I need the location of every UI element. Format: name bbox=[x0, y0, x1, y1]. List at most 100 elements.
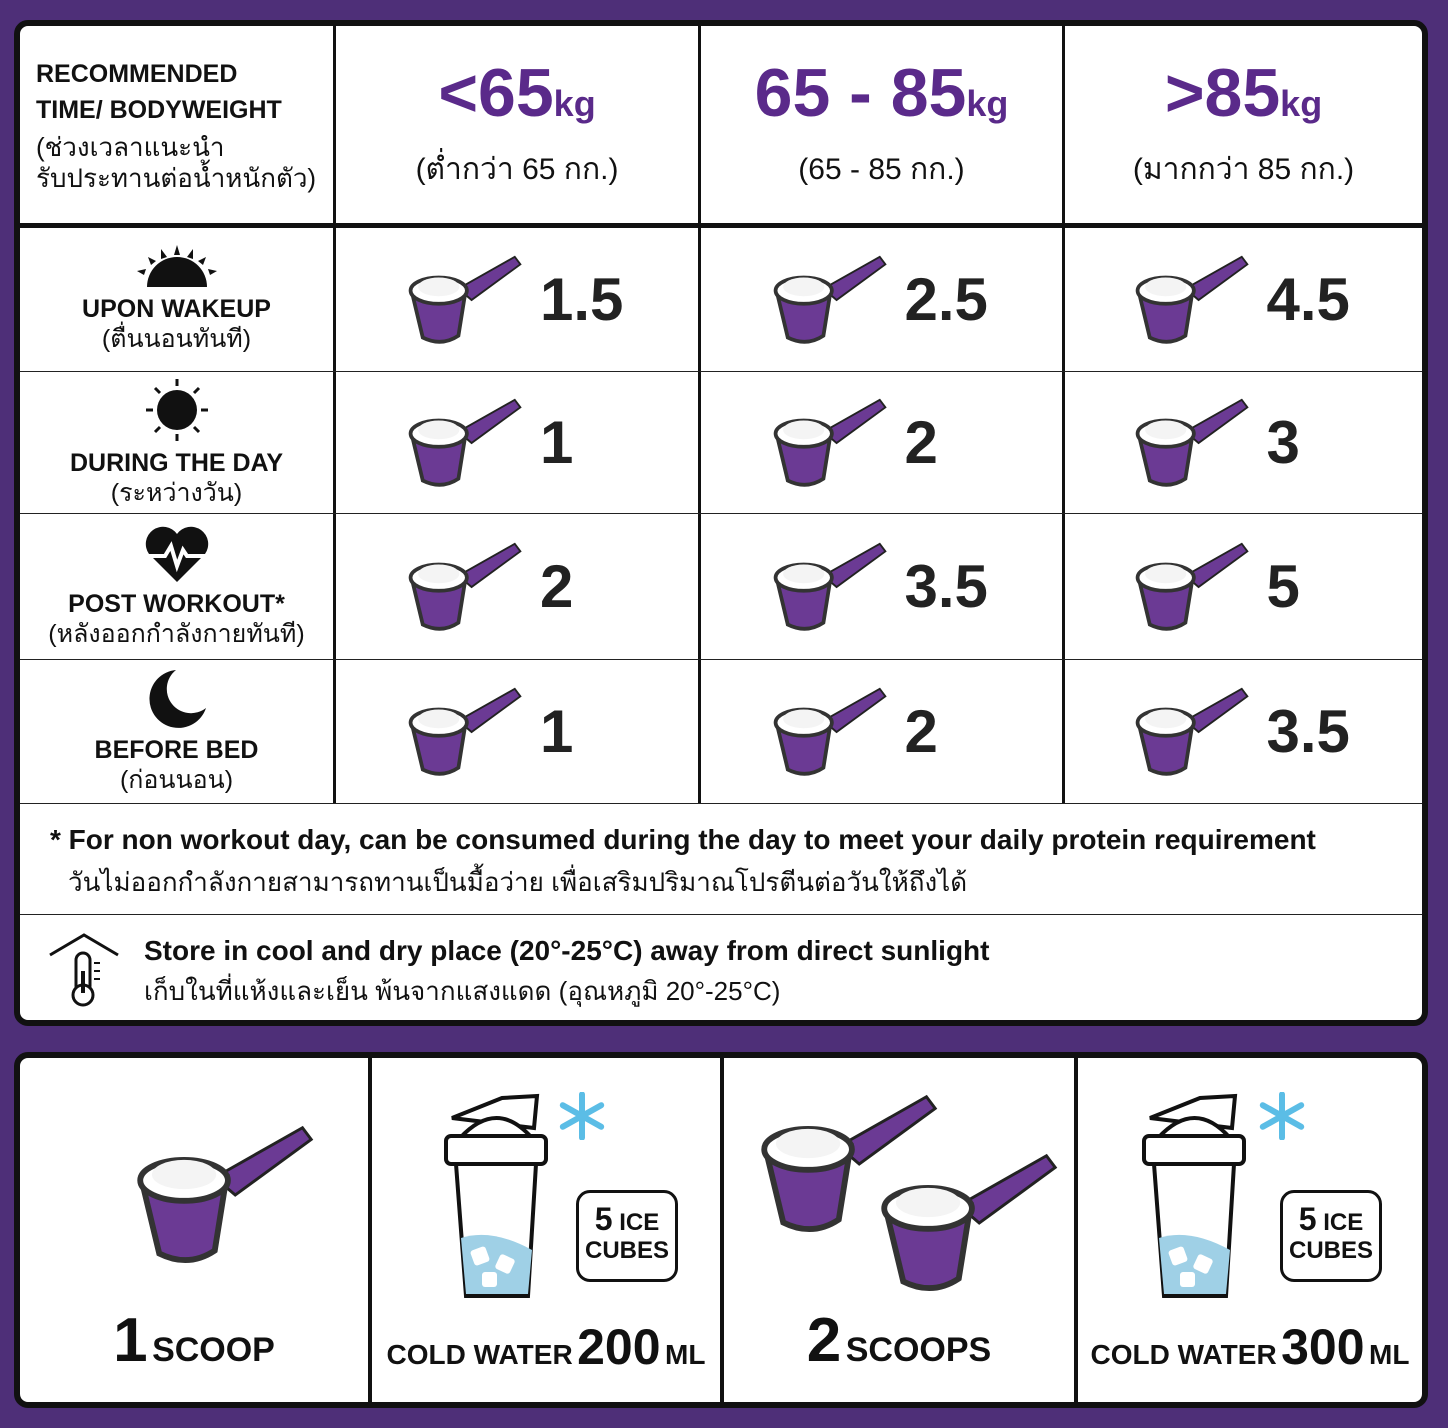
dose-cell: 1 bbox=[336, 660, 701, 803]
dose-cell: 3.5 bbox=[701, 514, 1065, 659]
time-label: POST WORKOUT* bbox=[68, 590, 285, 618]
dosage-row: UPON WAKEUP (ตื่นนอนทันที) 1.5 2.5 4.5 bbox=[20, 228, 1422, 372]
water-unit: ML bbox=[665, 1339, 706, 1370]
scoop-label: SCOOP bbox=[152, 1331, 275, 1369]
water-label: COLD WATER bbox=[386, 1339, 573, 1370]
scoop-icon bbox=[404, 540, 526, 634]
header-thai: (ช่วงเวลาแนะนำ รับประทานต่อน้ำหนักตัว) bbox=[20, 132, 316, 194]
dosage-row: BEFORE BED (ก่อนนอน) 1 2 3.5 bbox=[20, 660, 1422, 804]
weight-thai: (ต่ำกว่า 65 กก.) bbox=[415, 152, 619, 186]
storage-english: Store in cool and dry place (20°-25°C) a… bbox=[144, 935, 990, 966]
scoop-amount: 2 bbox=[904, 409, 938, 476]
footnote-thai: วันไม่ออกกำลังกายสามารถทานเป็นมื้อว่าย เ… bbox=[68, 867, 968, 897]
scoop-icon bbox=[404, 253, 526, 347]
thermometer-house-icon bbox=[49, 933, 119, 1007]
scoop-icon bbox=[1131, 540, 1253, 634]
scoop-icon bbox=[1131, 685, 1253, 779]
time-label: BEFORE BED bbox=[94, 736, 259, 764]
cubes-label: CUBES bbox=[584, 1237, 669, 1264]
dose-cell: 4.5 bbox=[1065, 228, 1422, 371]
scoop-count: 2 bbox=[806, 1306, 842, 1375]
dose-cell: 1 bbox=[336, 372, 701, 513]
scoop-amount: 2 bbox=[540, 553, 574, 620]
footnote: * For non workout day, can be consumed d… bbox=[20, 804, 1422, 915]
time-thai: (หลังออกกำลังกายทันที) bbox=[48, 620, 305, 648]
scoop-count: 1 bbox=[113, 1306, 148, 1375]
weight-value: 65 - 85 bbox=[754, 54, 967, 131]
ice-count: 5 bbox=[1298, 1201, 1317, 1237]
ice-count: 5 bbox=[594, 1201, 613, 1237]
header-label-cell: RECOMMENDED TIME/ BODYWEIGHT (ช่วงเวลาแนะ… bbox=[20, 26, 336, 223]
weight-value: <65 bbox=[438, 54, 554, 131]
scoop-label: SCOOPS bbox=[845, 1331, 992, 1369]
time-label: UPON WAKEUP bbox=[82, 295, 271, 323]
scoop-amount: 2.5 bbox=[904, 266, 988, 333]
dose-cell: 2 bbox=[701, 372, 1065, 513]
time-label: DURING THE DAY bbox=[70, 449, 283, 477]
snowflake-icon bbox=[1258, 1092, 1306, 1140]
scoop-amount: 1 bbox=[540, 698, 574, 765]
header-title: RECOMMENDED TIME/ BODYWEIGHT bbox=[20, 56, 282, 128]
dose-cell: 5 bbox=[1065, 514, 1422, 659]
ice-label: ICE bbox=[619, 1209, 660, 1236]
ice-cubes-badge: 5 ICE CUBES bbox=[1280, 1190, 1382, 1282]
header-row: RECOMMENDED TIME/ BODYWEIGHT (ช่วงเวลาแนะ… bbox=[20, 26, 1422, 228]
scoop-icon bbox=[769, 540, 891, 634]
scoop-amount: 5 bbox=[1266, 553, 1300, 620]
scoop-icon bbox=[130, 1110, 320, 1280]
panel-water-300: 5 ICE CUBES COLD WATER 300 ML bbox=[1078, 1058, 1422, 1402]
cubes-label: CUBES bbox=[1288, 1237, 1373, 1264]
footnote-english: * For non workout day, can be consumed d… bbox=[50, 824, 1316, 855]
sunrise-icon bbox=[131, 245, 223, 294]
header-title-line2: TIME/ BODYWEIGHT bbox=[36, 95, 282, 124]
moon-icon bbox=[146, 668, 208, 735]
dose-cell: 2 bbox=[336, 514, 701, 659]
weight-thai: (มากกว่า 85 กก.) bbox=[1132, 152, 1355, 186]
dose-cell: 3 bbox=[1065, 372, 1422, 513]
panel-water-200: 5 ICE CUBES COLD WATER 200 ML bbox=[372, 1058, 724, 1402]
scoop-amount: 1.5 bbox=[540, 266, 624, 333]
scoop-icon bbox=[404, 396, 526, 490]
time-cell: UPON WAKEUP (ตื่นนอนทันที) bbox=[20, 228, 336, 371]
scoop-amount: 3.5 bbox=[904, 553, 988, 620]
water-label: COLD WATER bbox=[1090, 1339, 1277, 1370]
scoop-icon bbox=[404, 685, 526, 779]
scoop-icon bbox=[769, 685, 891, 779]
header-title-line1: RECOMMENDED bbox=[36, 59, 238, 88]
ice-label: ICE bbox=[1323, 1209, 1364, 1236]
shaker-bottle-icon bbox=[442, 1088, 552, 1308]
weight-column-65-85: 65 - 85kg (65 - 85 กก.) bbox=[701, 26, 1065, 223]
dose-cell: 1.5 bbox=[336, 228, 701, 371]
storage-thai: เก็บในที่แห้งและเย็น พ้นจากแสงแดด (อุณหภ… bbox=[144, 976, 781, 1006]
scoop-amount: 3.5 bbox=[1266, 698, 1350, 765]
scoop-icon bbox=[874, 1138, 1064, 1308]
weight-unit: kg bbox=[966, 82, 1009, 124]
weight-unit: kg bbox=[1280, 82, 1323, 124]
time-cell: BEFORE BED (ก่อนนอน) bbox=[20, 660, 336, 803]
time-thai: (ก่อนนอน) bbox=[119, 766, 234, 794]
panel-two-scoops: 2 SCOOPS bbox=[724, 1058, 1078, 1402]
weight-thai: (65 - 85 กก.) bbox=[798, 152, 965, 186]
dose-cell: 3.5 bbox=[1065, 660, 1422, 803]
panel-one-scoop: 1 SCOOP bbox=[20, 1058, 372, 1402]
scoop-icon bbox=[1131, 253, 1253, 347]
time-thai: (ตื่นนอนทันที) bbox=[101, 325, 252, 353]
snowflake-icon bbox=[558, 1092, 606, 1140]
heartbeat-icon bbox=[141, 524, 213, 589]
ice-cubes-badge: 5 ICE CUBES bbox=[576, 1190, 678, 1282]
header-thai-line2: รับประทานต่อน้ำหนักตัว) bbox=[36, 162, 317, 193]
scoop-icon bbox=[1131, 396, 1253, 490]
scoop-amount: 3 bbox=[1266, 409, 1300, 476]
shaker-bottle-icon bbox=[1140, 1088, 1250, 1308]
dose-cell: 2 bbox=[701, 660, 1065, 803]
storage-note: Store in cool and dry place (20°-25°C) a… bbox=[20, 915, 1422, 1020]
header-thai-line1: (ช่วงเวลาแนะนำ bbox=[36, 131, 225, 162]
dose-cell: 2.5 bbox=[701, 228, 1065, 371]
time-thai: (ระหว่างวัน) bbox=[110, 479, 243, 507]
water-amount: 300 bbox=[1281, 1319, 1365, 1375]
weight-column-under-65: <65kg (ต่ำกว่า 65 กก.) bbox=[336, 26, 701, 223]
dosage-table-card: RECOMMENDED TIME/ BODYWEIGHT (ช่วงเวลาแนะ… bbox=[14, 20, 1428, 1026]
sun-icon bbox=[144, 377, 210, 448]
water-unit: ML bbox=[1369, 1339, 1410, 1370]
mixing-instructions-card: 1 SCOOP 5 ICE CUBES COLD WATER 200 ML 2 S… bbox=[14, 1052, 1428, 1408]
